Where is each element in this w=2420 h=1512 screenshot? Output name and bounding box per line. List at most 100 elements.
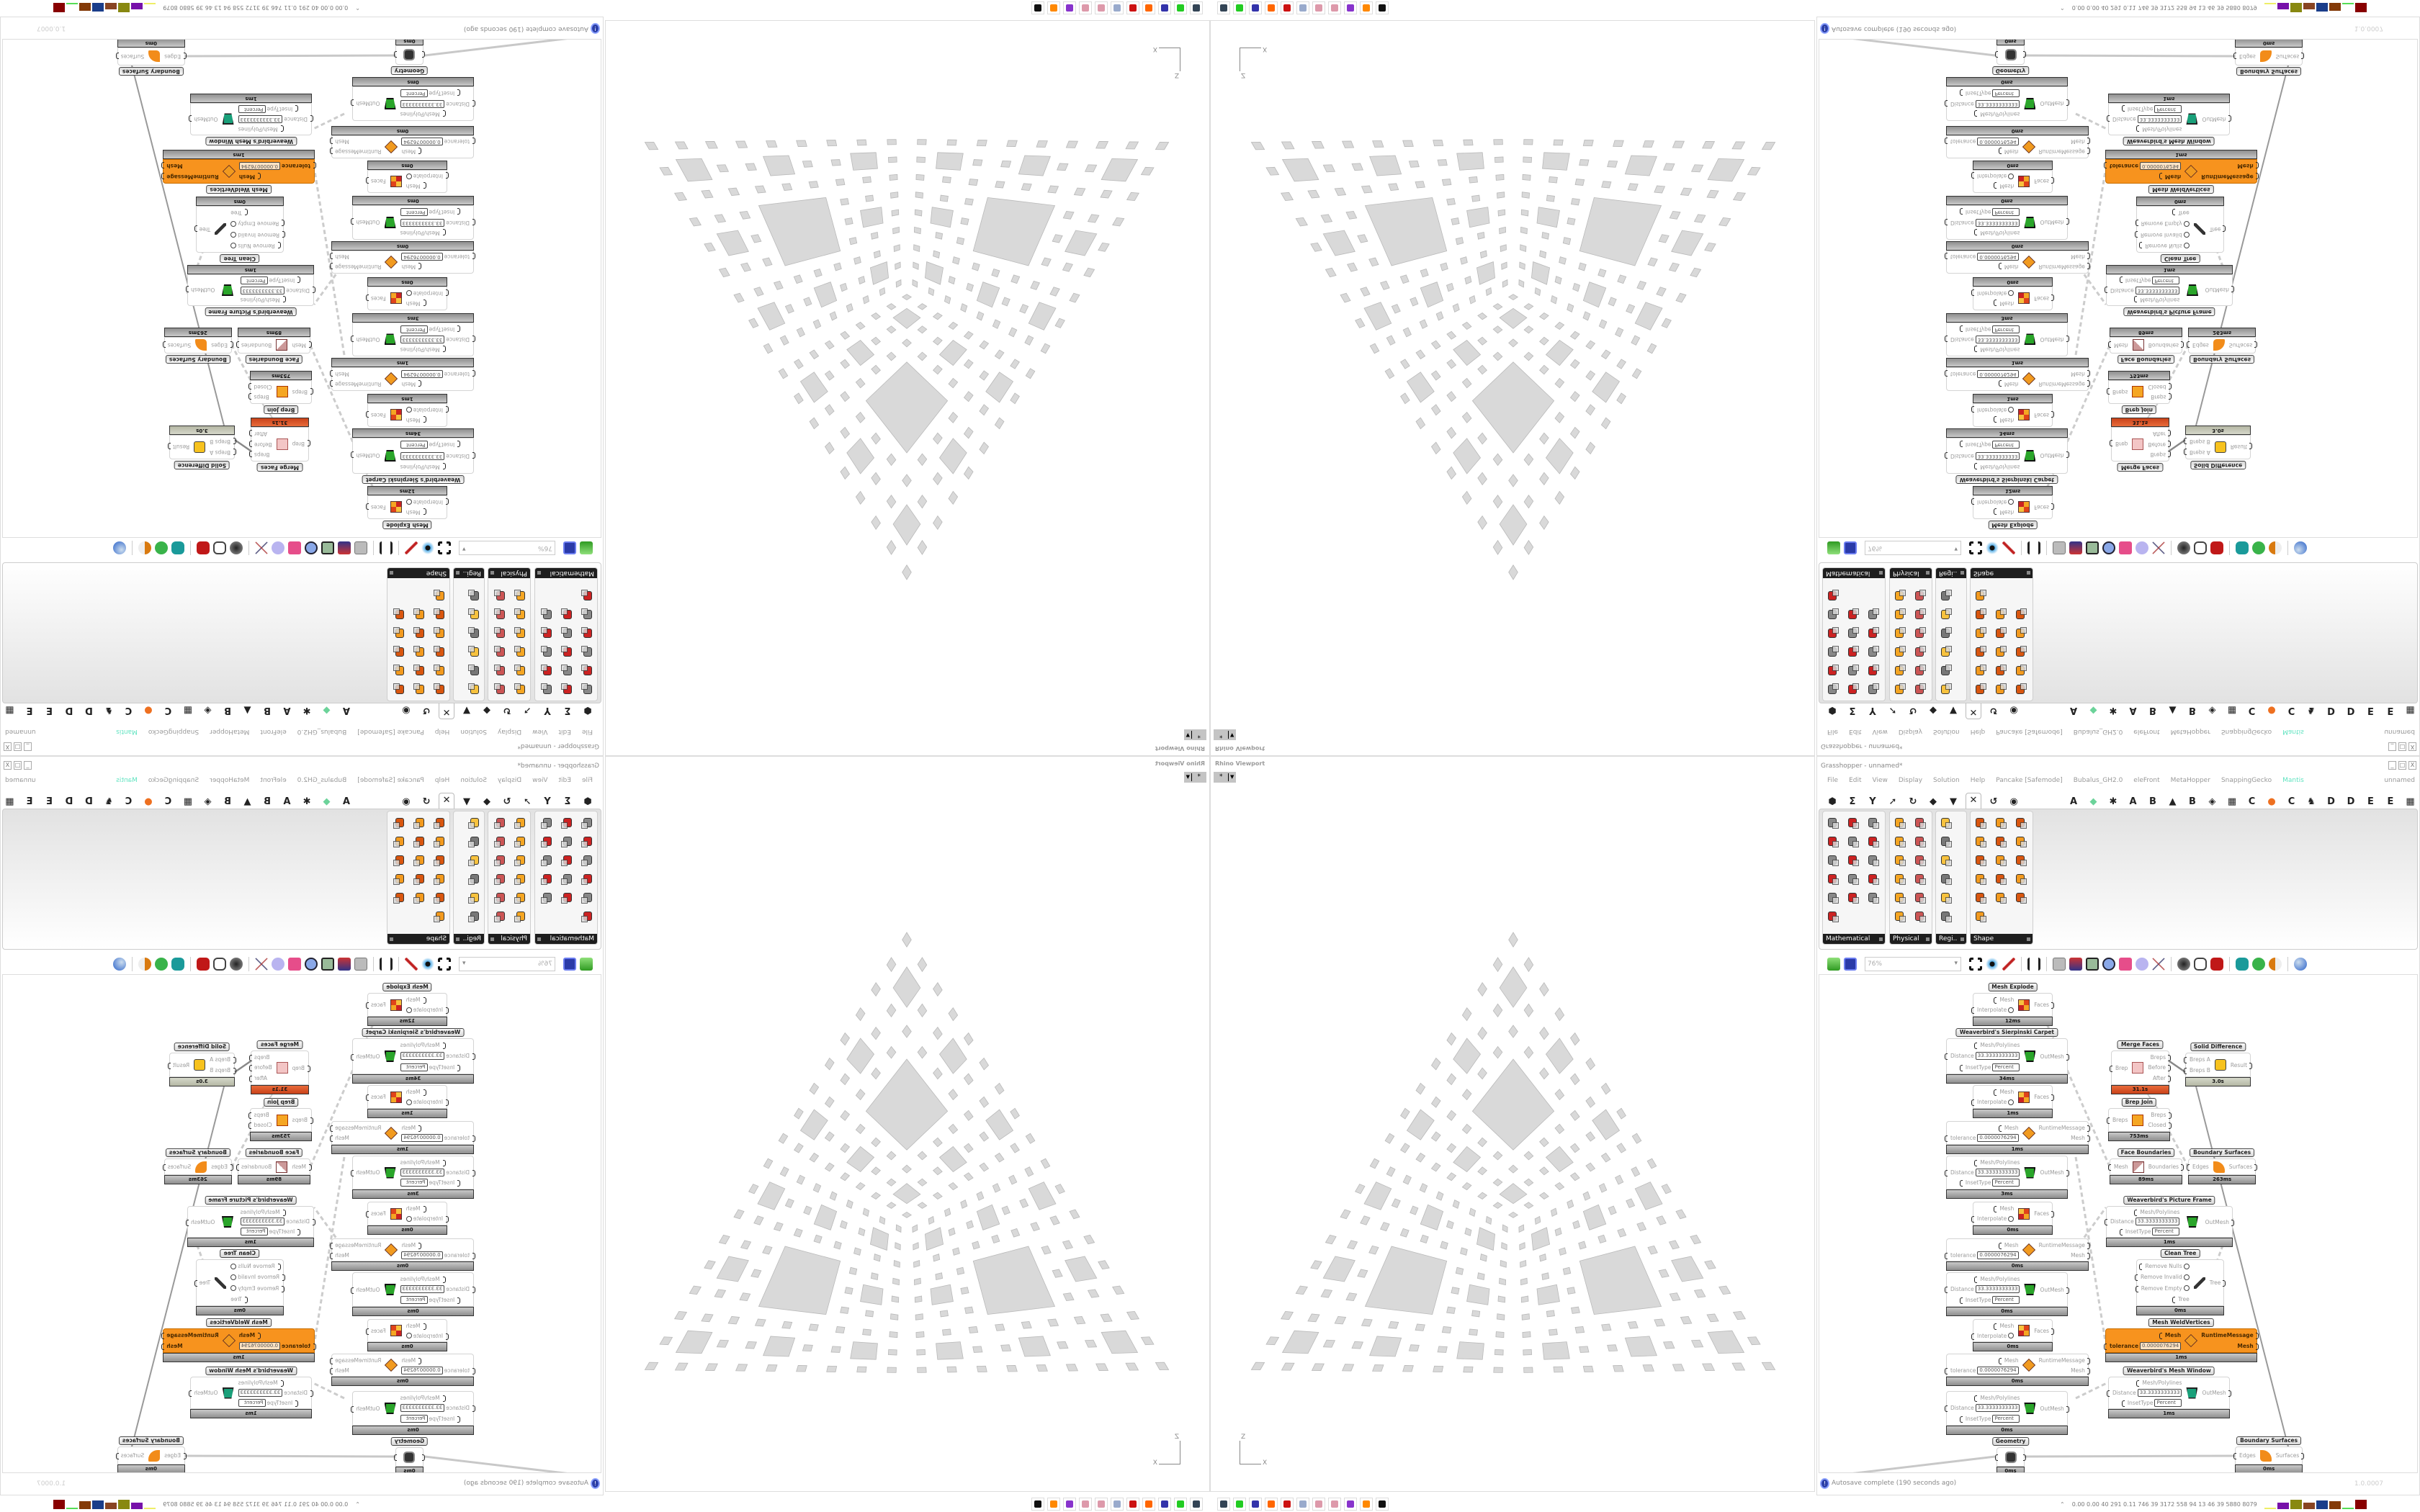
component-icon[interactable] — [1866, 853, 1881, 868]
tab-icon[interactable]: ▦ — [5, 705, 14, 716]
output-outmesh[interactable]: OutMesh — [356, 219, 380, 226]
input-mesh-polylines[interactable]: Mesh/Polylines — [400, 346, 440, 354]
output-outmesh[interactable]: OutMesh — [191, 287, 215, 294]
half-sphere-icon[interactable] — [2269, 958, 2282, 971]
component-weld[interactable]: Mesh tolerance 0.0000076294 RuntimeMessage M… — [331, 241, 474, 274]
tab-icon[interactable]: ✱ — [302, 796, 311, 807]
component-mesh-explode[interactable]: Mesh Interpolate Faces 1ms — [1971, 1085, 2054, 1118]
component-brep-join[interactable]: Brep Join Breps Breps Closed 753ms — [250, 1098, 312, 1141]
component-weaverbird-s-picture-frame[interactable]: Weaverbird's Picture Frame Mesh/Polylines… — [187, 1196, 314, 1247]
component-weld[interactable]: Mesh tolerance 0.0000076294 RuntimeMessage M… — [331, 1121, 474, 1154]
expand-icon[interactable]: ⌃ — [355, 4, 360, 12]
component-body[interactable]: Mesh Boundaries — [237, 337, 310, 354]
component-body[interactable]: Mesh Interpolate Faces — [367, 1085, 447, 1109]
component-icon[interactable] — [493, 607, 507, 621]
component-icon[interactable] — [1893, 663, 1907, 678]
tab-icon[interactable]: ◉ — [2009, 705, 2018, 716]
document-name[interactable]: unnamed — [5, 728, 36, 735]
component-icon[interactable] — [1893, 909, 1907, 924]
output-mesh[interactable]: Mesh — [2071, 370, 2085, 377]
component-icon[interactable] — [513, 663, 527, 678]
component-icon[interactable] — [1913, 588, 1927, 603]
menu-item-elefront[interactable]: eleFront — [260, 777, 287, 784]
component-icon[interactable] — [580, 872, 594, 886]
toggle-circle-icon[interactable] — [230, 232, 237, 238]
component-body[interactable]: Breps Breps Closed — [250, 1108, 312, 1132]
component-icon[interactable] — [432, 909, 447, 924]
tab-icon[interactable]: ◉ — [2009, 796, 2018, 807]
menu-item-file[interactable]: File — [1827, 728, 1839, 735]
purple-app-icon[interactable] — [1344, 1, 1357, 14]
input-distance[interactable]: Distance 33.3333333333 — [400, 451, 470, 461]
component-body[interactable]: Mesh tolerance 0.0000076294 RuntimeMessage M… — [2103, 1328, 2259, 1353]
wire[interactable] — [2168, 345, 2190, 381]
grasshopper-canvas[interactable]: Mesh Explode Mesh Interpolate Faces 12ms Weav… — [1819, 39, 2418, 538]
component-body[interactable] — [395, 45, 424, 65]
component-icon[interactable] — [513, 909, 527, 924]
param-value-field[interactable]: Percent — [2154, 105, 2182, 114]
output-faces[interactable]: Faces — [370, 1094, 386, 1100]
input-tolerance[interactable]: tolerance 0.0000076294 — [401, 369, 470, 379]
component-icon[interactable] — [1893, 644, 1907, 659]
component-icon[interactable] — [539, 644, 554, 659]
component-icon[interactable] — [493, 682, 507, 696]
expand-panel-icon[interactable] — [1960, 937, 1964, 941]
input-mesh[interactable]: Mesh — [1998, 1241, 2019, 1249]
tab-icon[interactable]: ✱ — [2109, 796, 2118, 807]
component-body[interactable]: Breps A Breps B Result — [169, 1053, 235, 1077]
component-body[interactable]: Mesh Interpolate Faces — [367, 993, 447, 1017]
package-help-icon[interactable] — [288, 958, 301, 971]
floppy-64-icon[interactable] — [1249, 1, 1262, 14]
toggle-circle-icon[interactable] — [405, 407, 412, 413]
component-icon[interactable] — [513, 588, 527, 603]
half-sphere-icon[interactable] — [2269, 541, 2282, 554]
output-surfaces[interactable]: Surfaces — [2275, 53, 2300, 60]
calculator-icon[interactable] — [1111, 1, 1124, 14]
param-value-field[interactable]: 33.3333333333 — [1975, 1285, 2020, 1294]
tab-icon[interactable]: ♞ — [104, 796, 113, 807]
component-body[interactable]: Mesh/Polylines Distance 33.3333333333 Inset… — [1944, 1272, 2070, 1307]
component-icon[interactable] — [1939, 853, 1953, 868]
input-remove-nulls[interactable]: Remove Nulls — [2139, 1261, 2190, 1271]
output-outmesh[interactable]: OutMesh — [2205, 1218, 2235, 1226]
input-mesh[interactable]: Mesh — [405, 1088, 421, 1095]
component-icon[interactable] — [1939, 891, 1953, 905]
component-body[interactable]: Mesh tolerance 0.0000076294 RuntimeMessage M… — [331, 1354, 474, 1377]
component-icon[interactable] — [2014, 853, 2028, 868]
component-icon[interactable] — [412, 644, 426, 659]
input-mesh[interactable]: Mesh — [401, 1241, 416, 1248]
input-mesh[interactable]: Mesh — [1999, 300, 2015, 307]
component-icon[interactable] — [1826, 682, 1840, 696]
tab-icon[interactable]: ✕ — [1966, 703, 1981, 719]
component-icon[interactable] — [1994, 853, 2008, 868]
param-value-field[interactable]: 0.0000076294 — [2140, 1342, 2182, 1350]
param-value-field[interactable]: Percent — [240, 1227, 268, 1236]
param-value-field[interactable]: 0.0000076294 — [401, 1134, 443, 1143]
wire[interactable] — [184, 1454, 399, 1458]
input-mesh[interactable]: Mesh — [405, 1205, 421, 1212]
component-icon[interactable] — [1826, 816, 1840, 830]
input-mesh[interactable]: Mesh — [1994, 1088, 2015, 1096]
component-weaverbird-s-sierpinski-carpet[interactable]: Weaverbird's Sierpinski Carpet Mesh/Polyl… — [1946, 428, 2068, 484]
bulb-icon[interactable] — [2136, 958, 2148, 971]
input-remove-empty[interactable]: Remove Empty — [230, 219, 279, 228]
open-file-icon[interactable] — [580, 958, 593, 971]
component-icon[interactable] — [467, 872, 481, 886]
at-icon[interactable] — [2053, 541, 2066, 554]
component-body[interactable]: Mesh/Polylines Distance 33.3333333333 Inset… — [352, 1272, 474, 1307]
input-distance[interactable]: Distance 33.3333333333 — [400, 99, 470, 109]
component-body[interactable] — [395, 1447, 424, 1467]
component-weaverbird-s-mesh-window[interactable]: Weaverbird's Mesh Window Mesh/Polylines Di… — [190, 1367, 312, 1418]
component-icon[interactable] — [513, 834, 527, 849]
panel-label[interactable]: Regi.. — [1936, 934, 1966, 944]
tab-icon[interactable]: D — [2327, 796, 2335, 807]
input-tolerance[interactable]: tolerance 0.0000076294 — [238, 1341, 310, 1351]
component-icon[interactable] — [432, 588, 447, 603]
component-body[interactable]: Mesh Interpolate Faces — [1971, 1202, 2054, 1225]
preview-eye-icon[interactable] — [1986, 958, 1999, 971]
component-icon[interactable] — [1913, 909, 1927, 924]
component-icon[interactable] — [1826, 607, 1840, 621]
component-body[interactable]: Mesh Boundaries — [2108, 1158, 2184, 1175]
output-after[interactable]: After — [2152, 1075, 2172, 1083]
green-shape-icon[interactable] — [155, 541, 168, 554]
